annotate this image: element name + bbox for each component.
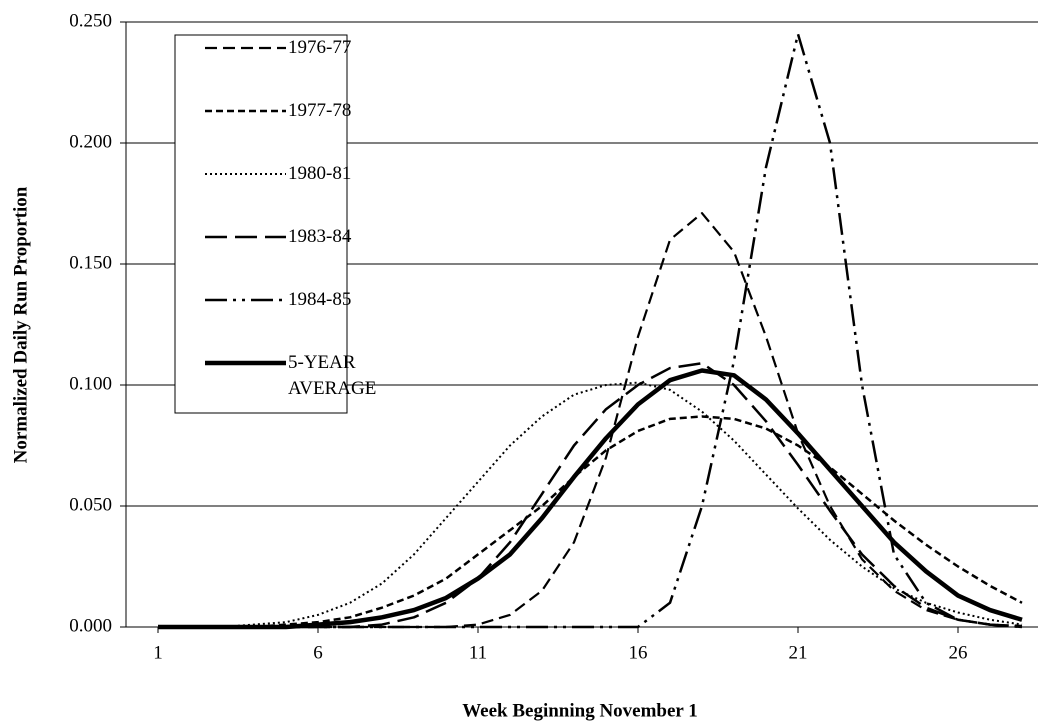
y-tick-label: 0.250 [69,10,112,31]
legend-label: 1976-77 [288,37,352,58]
legend-box [174,34,348,414]
data-line [158,381,1023,628]
y-tick-label: 0.050 [69,494,112,515]
x-tick-label: 26 [949,642,968,663]
legend-label: 1977-78 [288,100,352,121]
y-tick-label: 0.100 [69,373,112,394]
y-axis-title: Normalized Daily Run Proportion [10,186,31,463]
data-line [158,415,1023,629]
x-tick-label: 1 [153,642,163,663]
legend-label: 1983-84 [288,226,352,247]
y-tick-label: 0.150 [69,252,112,273]
y-tick-label: 0.000 [69,615,112,636]
legend-label: 1984-85 [288,289,352,310]
y-tick-label: 0.200 [69,131,112,152]
x-tick-label: 6 [313,642,323,663]
x-tick-label: 11 [469,642,487,663]
x-tick-label: 16 [629,642,648,663]
legend-label: 1980-81 [288,163,352,184]
legend-label: 5-YEAR AVERAGE [288,352,377,399]
x-axis-title: Week Beginning November 1 [462,700,698,721]
data-line [158,361,1023,629]
data-line [158,368,1023,630]
x-tick-label: 21 [789,642,808,663]
